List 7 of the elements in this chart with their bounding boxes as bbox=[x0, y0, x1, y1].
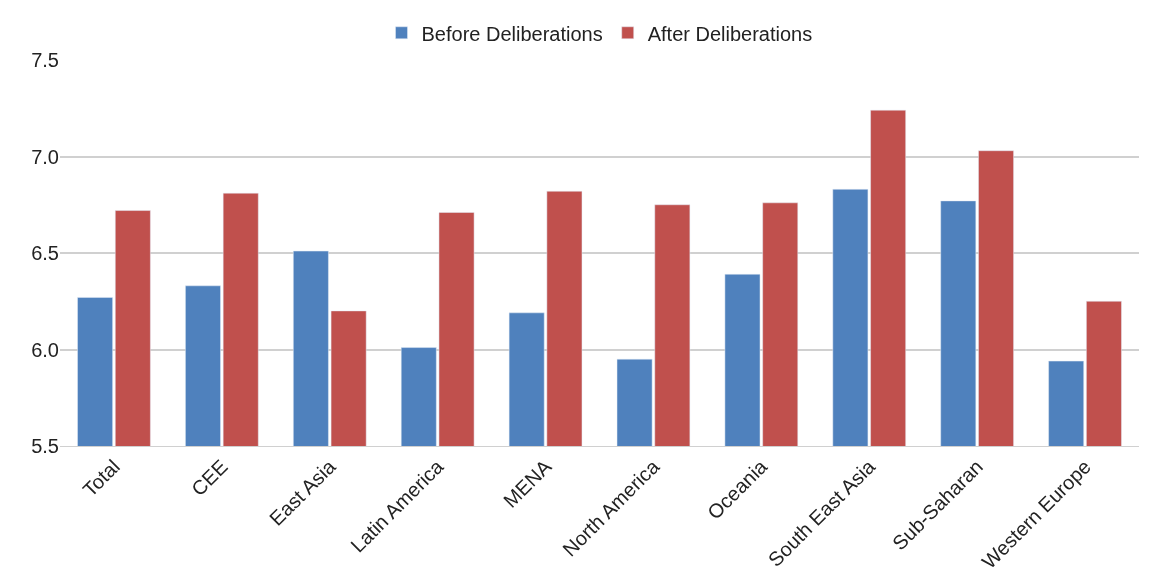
y-tick-label: 5.5 bbox=[31, 435, 59, 457]
y-tick-label: 7.0 bbox=[31, 145, 59, 168]
y-tick-label: 7.5 bbox=[31, 49, 59, 71]
legend-label: Before Deliberations bbox=[421, 22, 603, 45]
y-tick-label: 6.5 bbox=[31, 242, 59, 264]
y-tick-label: 6.0 bbox=[31, 338, 59, 361]
legend-label: After Deliberations bbox=[647, 22, 813, 45]
